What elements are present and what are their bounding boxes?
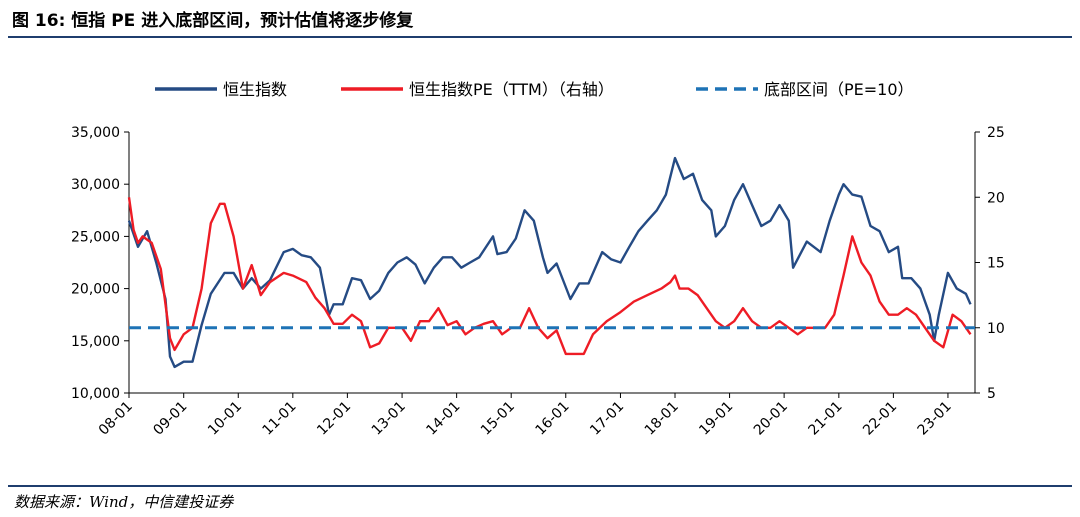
x-tick-label: 22-01 [860, 399, 900, 439]
x-tick-label: 10-01 [205, 399, 245, 439]
plot-area [127, 156, 975, 369]
header-rule [8, 36, 1072, 38]
legend: 恒生指数 恒生指数PE（TTM）（右轴） 底部区间（PE=10） [155, 80, 914, 99]
left-tick-label: 35,000 [71, 125, 120, 141]
right-tick-label: 10 [987, 321, 1005, 337]
x-tick-label: 15-01 [478, 399, 518, 439]
x-tick-label: 11-01 [260, 399, 300, 439]
legend-item-pe-label: 恒生指数PE（TTM）（右轴） [409, 80, 614, 99]
x-tick-label: 13-01 [369, 399, 409, 439]
left-tick-label: 25,000 [71, 229, 120, 245]
x-tick-label: 12-01 [314, 399, 354, 439]
left-tick-label: 15,000 [71, 334, 120, 350]
x-tick-label: 09-01 [150, 399, 190, 439]
x-tick-label: 18-01 [642, 399, 682, 439]
x-tick-label: 16-01 [532, 399, 572, 439]
right-tick-label: 20 [987, 190, 1005, 206]
left-tick-label: 20,000 [71, 282, 120, 298]
left-tick-label: 30,000 [71, 177, 120, 193]
right-tick-label: 15 [987, 256, 1005, 272]
x-tick-label: 20-01 [751, 399, 791, 439]
legend-item-hsi-label: 恒生指数 [223, 80, 287, 99]
x-tick-label: 17-01 [587, 399, 627, 439]
legend-item-bottom-zone-label: 底部区间（PE=10） [764, 80, 914, 99]
source-note: 数据来源：Wind，中信建投证券 [14, 493, 234, 511]
left-tick-label: 10,000 [71, 386, 120, 402]
right-tick-label: 5 [987, 386, 996, 402]
x-tick-label: 23-01 [915, 399, 955, 439]
x-tick-label: 14-01 [423, 399, 463, 439]
chart-title: 图 16: 恒指 PE 进入底部区间，预计估值将逐步修复 [12, 11, 414, 31]
series-line-pe [127, 197, 972, 356]
x-tick-label: 19-01 [696, 399, 736, 439]
series-line-hsi [127, 156, 972, 369]
right-tick-label: 25 [987, 125, 1005, 141]
x-tick-label: 21-01 [806, 399, 846, 439]
x-tick-label: 08-01 [96, 399, 136, 439]
footer-rule [8, 485, 1072, 487]
axes: 10,000 15,000 20,000 25,000 30,000 35,000 5 10 1… [71, 125, 1005, 439]
